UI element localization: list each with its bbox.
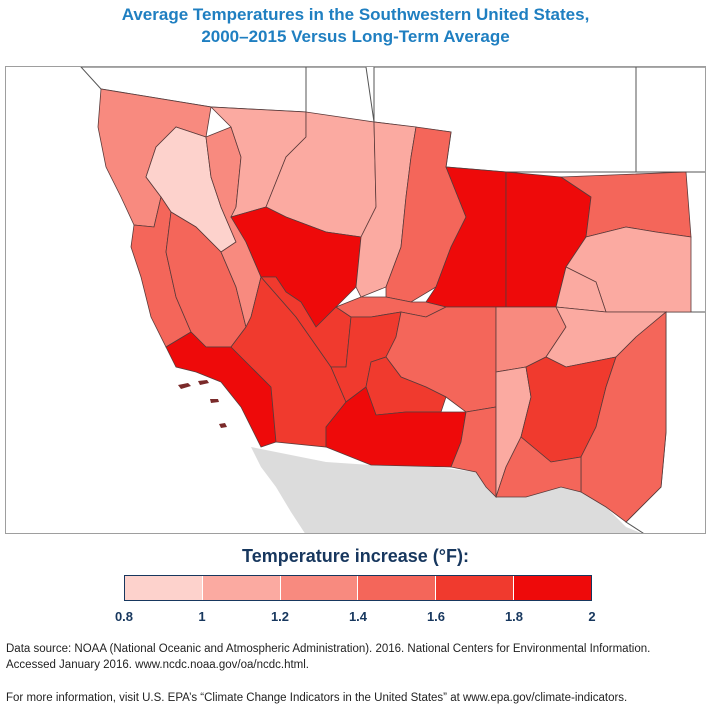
legend-bin-1 (202, 576, 281, 600)
southwest-map (80, 67, 705, 533)
channel-island-2 (198, 380, 209, 385)
legend-tick-label: 1.8 (504, 609, 524, 624)
source-line-1: Data source: NOAA (National Oceanic and … (6, 643, 651, 655)
legend-bin-3 (358, 576, 437, 600)
legend-tick-label: 1.2 (270, 609, 290, 624)
legend-color-bar (124, 575, 592, 601)
legend-bin-5 (514, 576, 591, 600)
title-line-2: 2000–2015 Versus Long-Term Average (201, 27, 510, 46)
legend-bin-4 (436, 576, 515, 600)
mexico-land (251, 447, 641, 533)
channel-island-3 (210, 399, 219, 403)
data-source-note: Data source: NOAA (National Oceanic and … (6, 641, 706, 673)
legend-tick-label: 0.8 (114, 609, 134, 624)
channel-island-4 (219, 423, 227, 428)
source-line-2: Accessed January 2016. www.ncdc.noaa.gov… (6, 659, 310, 671)
legend-title: Temperature increase (°F): (242, 546, 469, 566)
north-states (635, 67, 705, 173)
legend-tick-label: 2 (588, 609, 596, 624)
arizona-northeast (385, 306, 497, 413)
new-mexico-east (580, 311, 667, 523)
more-info-note: For more information, visit U.S. EPA’s “… (6, 692, 628, 704)
channel-island-1 (178, 383, 191, 389)
legend-tick-label: 1 (198, 609, 206, 624)
map-frame (5, 66, 706, 534)
title-line-1: Average Temperatures in the Southwestern… (121, 5, 590, 24)
legend-tick-label: 1.4 (348, 609, 368, 624)
legend-bin-0 (125, 576, 203, 600)
legend-tick-label: 1.6 (426, 609, 446, 624)
new-mexico-south (495, 436, 582, 498)
map-title: Average Temperatures in the Southwestern… (0, 4, 711, 48)
legend-bin-2 (280, 576, 359, 600)
